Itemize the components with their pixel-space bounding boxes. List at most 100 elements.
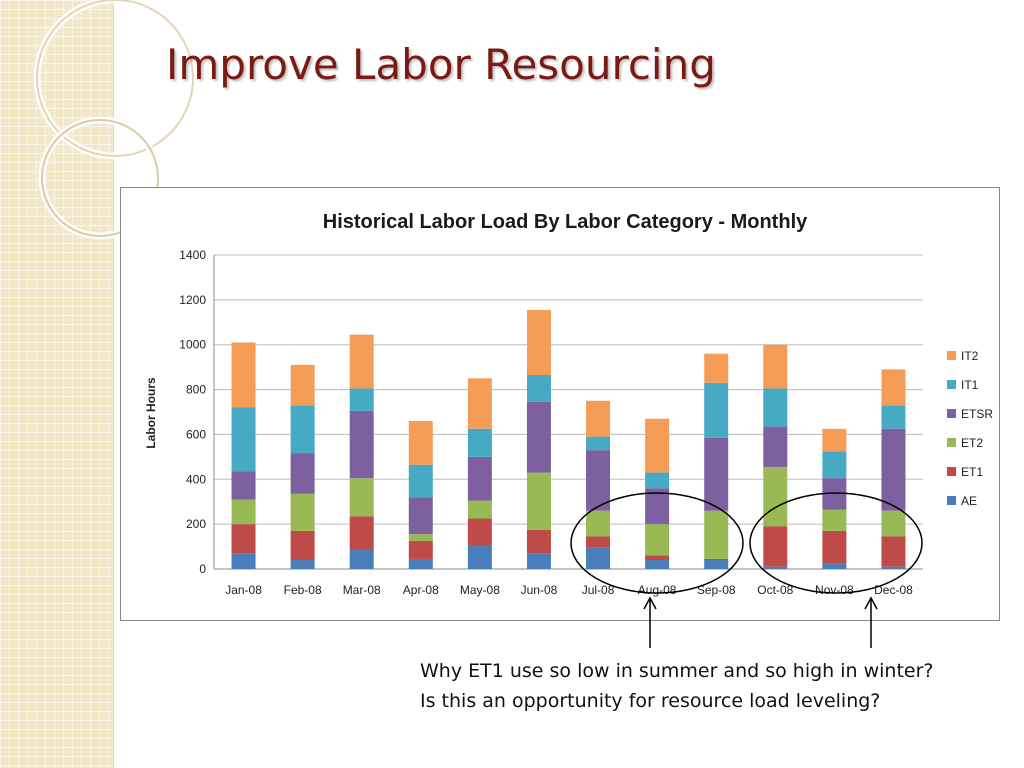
bar-et2-feb-08: [290, 493, 315, 531]
bar-it1-oct-08: [763, 388, 788, 427]
y-tick-label: 600: [186, 427, 206, 441]
bar-ae-oct-08: [763, 566, 788, 569]
bar-it1-apr-08: [408, 464, 433, 498]
bar-et1-jul-08: [586, 536, 611, 548]
bar-it1-mar-08: [349, 388, 374, 411]
x-tick-label: Mar-08: [343, 583, 381, 597]
legend-label-et1: ET1: [961, 465, 983, 479]
y-tick-label: 1400: [179, 248, 206, 262]
x-tick-label: Dec-08: [874, 583, 913, 597]
bar-it1-may-08: [467, 428, 492, 457]
bar-etsr-feb-08: [290, 453, 315, 494]
bar-et2-jan-08: [231, 499, 256, 525]
bar-et2-mar-08: [349, 478, 374, 517]
bar-it2-oct-08: [763, 344, 788, 389]
bar-it1-feb-08: [290, 405, 315, 454]
bar-it2-jul-08: [586, 400, 611, 437]
legend-label-et2: ET2: [961, 436, 983, 450]
y-tick-label: 0: [199, 562, 206, 576]
x-tick-label: Jun-08: [521, 583, 558, 597]
bar-etsr-aug-08: [645, 488, 670, 525]
bar-ae-aug-08: [645, 560, 670, 569]
bar-it2-sep-08: [704, 353, 729, 383]
annotation-line-1: Why ET1 use so low in summer and so high…: [420, 660, 934, 682]
x-tick-label: Nov-08: [815, 583, 854, 597]
bar-it1-aug-08: [645, 472, 670, 489]
bar-it2-jun-08: [526, 309, 551, 375]
bar-it2-dec-08: [881, 369, 906, 406]
bar-etsr-dec-08: [881, 428, 906, 511]
x-tick-label: Apr-08: [403, 583, 439, 597]
bar-et2-apr-08: [408, 534, 433, 541]
annotation-line-2: Is this an opportunity for resource load…: [420, 690, 881, 712]
legend-swatch-et2: [947, 438, 956, 447]
bar-et1-may-08: [467, 518, 492, 546]
bar-it1-sep-08: [704, 382, 729, 438]
legend-swatch-it1: [947, 380, 956, 389]
y-tick-label: 800: [186, 383, 206, 397]
bar-etsr-may-08: [467, 456, 492, 501]
x-tick-label: Oct-08: [757, 583, 793, 597]
x-tick-label: Sep-08: [697, 583, 736, 597]
annotation-text: Why ET1 use so low in summer and so high…: [420, 656, 934, 716]
bar-et2-jun-08: [526, 472, 551, 530]
y-tick-label: 1200: [179, 293, 206, 307]
bar-et1-dec-08: [881, 536, 906, 567]
bar-et1-oct-08: [763, 526, 788, 567]
chart-container: Historical Labor Load By Labor Category …: [120, 187, 1000, 621]
bar-ae-jul-08: [586, 547, 611, 569]
legend-swatch-etsr: [947, 409, 956, 418]
bar-et1-mar-08: [349, 516, 374, 550]
bar-et1-nov-08: [822, 530, 847, 564]
bar-et1-apr-08: [408, 540, 433, 559]
bar-etsr-nov-08: [822, 478, 847, 510]
bar-ae-sep-08: [704, 560, 729, 569]
bar-it2-mar-08: [349, 334, 374, 389]
bar-et2-aug-08: [645, 524, 670, 556]
bar-it2-jan-08: [231, 342, 256, 408]
legend-label-etsr: ETSR: [961, 407, 993, 421]
x-tick-label: Aug-08: [638, 583, 677, 597]
y-tick-label: 400: [186, 472, 206, 486]
bar-ae-dec-08: [881, 566, 906, 569]
bar-et2-sep-08: [704, 510, 729, 559]
bar-ae-nov-08: [822, 563, 847, 569]
slide-title: Improve Labor Resourcing: [166, 40, 716, 89]
bar-et2-dec-08: [881, 510, 906, 537]
bar-etsr-mar-08: [349, 410, 374, 479]
bar-ae-mar-08: [349, 549, 374, 569]
legend-swatch-ae: [947, 496, 956, 505]
legend-swatch-it2: [947, 351, 956, 360]
bar-et1-jun-08: [526, 529, 551, 554]
x-tick-label: May-08: [460, 583, 500, 597]
y-tick-label: 1000: [179, 338, 206, 352]
stacked-bar-chart: Historical Labor Load By Labor Category …: [144, 211, 993, 597]
legend-swatch-et1: [947, 467, 956, 476]
bar-et2-nov-08: [822, 509, 847, 531]
bar-it2-may-08: [467, 378, 492, 429]
bar-et1-feb-08: [290, 530, 315, 561]
legend-label-it1: IT1: [961, 378, 979, 392]
bar-ae-jun-08: [526, 553, 551, 569]
bar-etsr-sep-08: [704, 437, 729, 511]
bar-etsr-apr-08: [408, 497, 433, 535]
bar-it1-jun-08: [526, 374, 551, 402]
bar-etsr-jan-08: [231, 471, 256, 500]
bar-et2-oct-08: [763, 466, 788, 527]
x-tick-label: Jul-08: [582, 583, 615, 597]
bar-it2-apr-08: [408, 420, 433, 465]
bar-et2-may-08: [467, 500, 492, 519]
bar-ae-apr-08: [408, 558, 433, 569]
legend-label-it2: IT2: [961, 349, 979, 363]
bar-et1-jan-08: [231, 524, 256, 554]
x-tick-label: Feb-08: [284, 583, 322, 597]
bar-it1-jul-08: [586, 436, 611, 451]
bar-it2-nov-08: [822, 428, 847, 452]
bar-et1-sep-08: [704, 558, 729, 561]
bar-it2-aug-08: [645, 418, 670, 473]
bar-it1-dec-08: [881, 405, 906, 429]
bar-ae-jan-08: [231, 553, 256, 569]
bar-ae-may-08: [467, 545, 492, 569]
bar-et1-aug-08: [645, 555, 670, 561]
bar-etsr-jun-08: [526, 401, 551, 473]
